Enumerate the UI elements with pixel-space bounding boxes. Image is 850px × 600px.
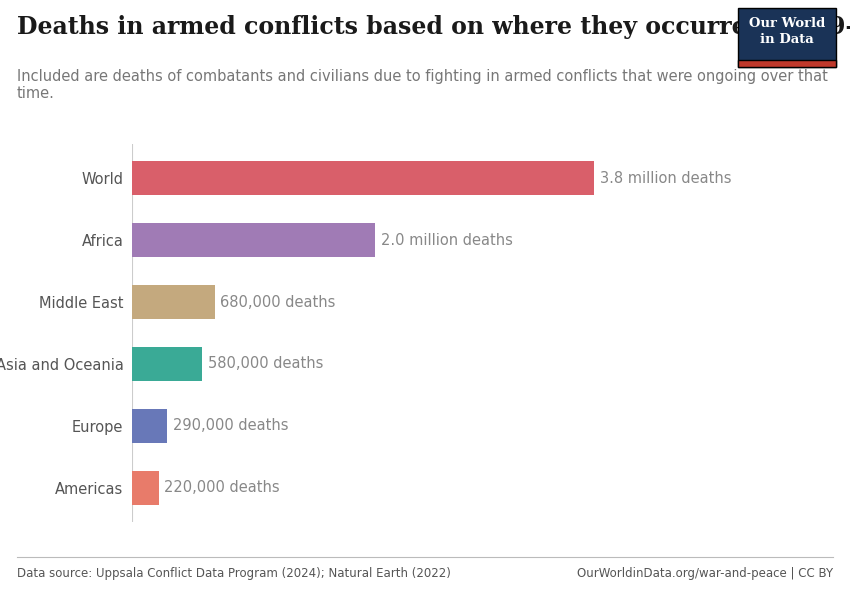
Text: 220,000 deaths: 220,000 deaths — [164, 480, 280, 495]
Text: 290,000 deaths: 290,000 deaths — [173, 418, 288, 433]
Text: Data source: Uppsala Conflict Data Program (2024); Natural Earth (2022): Data source: Uppsala Conflict Data Progr… — [17, 567, 450, 580]
Text: 580,000 deaths: 580,000 deaths — [207, 356, 323, 371]
Bar — [132, 409, 167, 443]
Text: Deaths in armed conflicts based on where they occurred, 1989-2023: Deaths in armed conflicts based on where… — [17, 15, 850, 39]
Bar — [132, 471, 158, 505]
Text: OurWorldinData.org/war-and-peace | CC BY: OurWorldinData.org/war-and-peace | CC BY — [577, 567, 833, 580]
Bar — [132, 161, 594, 195]
Bar — [132, 223, 375, 257]
Text: Included are deaths of combatants and civilians due to fighting in armed conflic: Included are deaths of combatants and ci… — [17, 69, 828, 101]
Text: 3.8 million deaths: 3.8 million deaths — [600, 171, 731, 186]
Text: 680,000 deaths: 680,000 deaths — [220, 295, 336, 310]
Bar — [132, 347, 202, 381]
Text: 2.0 million deaths: 2.0 million deaths — [381, 233, 513, 248]
Text: Our World
in Data: Our World in Data — [749, 17, 824, 46]
Bar — [132, 285, 214, 319]
